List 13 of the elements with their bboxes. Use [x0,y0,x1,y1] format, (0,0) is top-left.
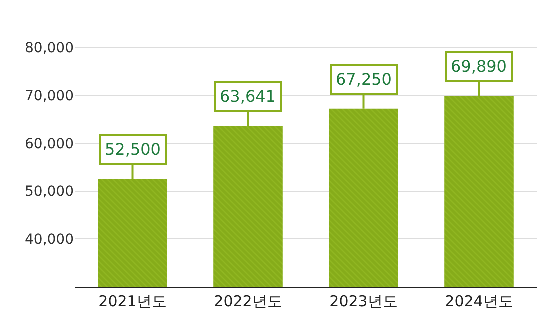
x-tick-label: 2021년도 [98,292,167,310]
data-label: 69,890 [451,57,507,76]
y-tick-label: 40,000 [25,232,74,248]
y-tick-label: 70,000 [25,88,74,105]
data-label: 52,500 [105,140,161,159]
data-label: 63,641 [220,87,276,106]
x-tick-label: 2022년도 [214,292,282,310]
x-tick-label: 2023년도 [330,292,398,310]
data-label: 67,250 [336,70,392,89]
y-tick-label: 60,000 [25,136,74,152]
x-tick-label: 2024년도 [445,292,514,310]
y-tick-label: 80,000 [25,40,74,57]
y-tick-label: 50,000 [25,184,74,200]
